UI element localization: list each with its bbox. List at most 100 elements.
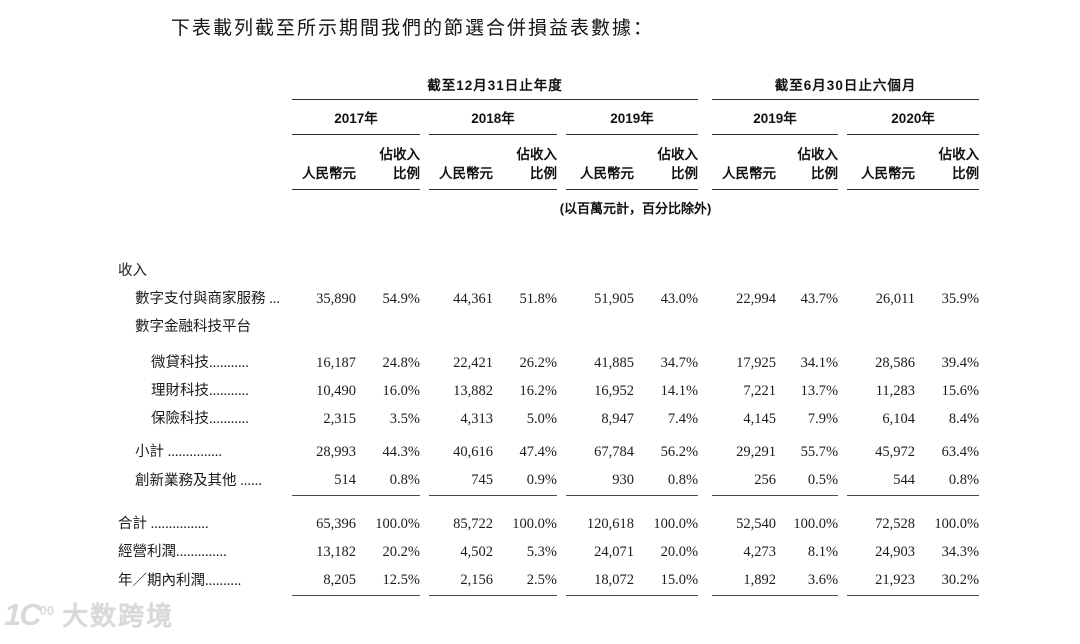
column-spacer (420, 135, 429, 165)
column-spacer (698, 135, 712, 165)
cell-value: 34.7% (660, 355, 699, 371)
cell-value: 4,313 (460, 411, 493, 427)
cell-value (356, 314, 420, 342)
table-row: 年／期內利潤.......... 8,205 12.5% 2,156 2.5% 18,07… (118, 567, 980, 596)
cell-value: 544 (847, 467, 916, 496)
cell-value (634, 218, 698, 286)
cell-value: 0.8% (915, 467, 980, 496)
column-spacer (557, 434, 566, 467)
column-spacer (698, 378, 712, 406)
cell-value (493, 218, 557, 286)
column-spacer (557, 467, 566, 496)
share-header-row: 佔收入 佔收入 佔收入 佔收入 佔收入 (118, 135, 980, 165)
column-spacer (838, 164, 847, 190)
column-spacer (557, 378, 566, 406)
column-spacer (698, 342, 712, 378)
cell-value: 85,722 (453, 516, 493, 532)
cell-value: 1,892 (712, 567, 777, 596)
cell-value: 29,291 (736, 444, 777, 460)
cell-value: 13,182 (316, 544, 356, 560)
cell-value: 35,890 (316, 291, 356, 307)
cell-value: 18,072 (566, 567, 634, 596)
year-header-2020h1: 2020年 (847, 99, 980, 135)
header-spacer (118, 74, 292, 100)
column-spacer (698, 467, 712, 496)
column-spacer (557, 567, 566, 596)
column-spacer (838, 467, 847, 496)
cell-value: 56.2% (660, 444, 699, 460)
cell-value (429, 314, 493, 342)
column-spacer (420, 539, 429, 567)
table-body: 收入 數字支付與商家服務 ... 35,890 54.9% 44,361 51.8% 51,… (118, 218, 980, 596)
column-spacer (838, 100, 847, 135)
cell-value: 5.3% (526, 544, 557, 560)
cell-value: 65,396 (316, 516, 356, 532)
unit-note: (以百萬元計，百分比除外) (559, 201, 712, 216)
cell-value (776, 314, 838, 342)
column-spacer (698, 218, 712, 286)
cell-value (634, 314, 698, 342)
cell-value: 22,994 (736, 291, 777, 307)
page-title: 下表載列截至所示期間我們的節選合併損益表數據： (171, 18, 655, 39)
column-spacer (838, 218, 847, 286)
cell-value: 8.1% (807, 544, 839, 560)
header-spacer (118, 100, 292, 135)
cell-value: 72,528 (875, 516, 916, 532)
currency-header: 人民幣元 (429, 164, 493, 190)
cell-value: 20.0% (660, 544, 699, 560)
watermark-text: 大数跨境 (62, 601, 175, 631)
header-spacer (118, 135, 292, 165)
column-spacer (557, 539, 566, 567)
column-spacer (698, 100, 712, 135)
column-spacer (557, 314, 566, 342)
unit-note-row: (以百萬元計，百分比除外) (118, 190, 979, 219)
cell-value: 22,421 (453, 355, 493, 371)
cell-value: 47.4% (519, 444, 557, 460)
column-spacer (698, 567, 712, 596)
column-spacer (557, 496, 566, 540)
currency-header: 人民幣元 (847, 164, 916, 190)
share-header: 佔收入 (379, 147, 421, 162)
cell-value: 6,104 (882, 411, 916, 427)
cell-value: 52,540 (736, 516, 777, 532)
table-header: 截至12月31日止年度 截至6月30日止六個月 2017年 2018年 2019… (118, 74, 980, 219)
year-header-2019h1: 2019年 (712, 99, 839, 135)
column-spacer (420, 342, 429, 378)
cell-value: 2,156 (429, 567, 493, 596)
column-spacer (420, 406, 429, 434)
table-row: 保險科技........... 2,315 3.5% 4,313 5.0% 8,947 7.… (118, 406, 979, 434)
share-header: 佔收入 (657, 147, 699, 162)
cell-value: 930 (566, 467, 634, 496)
column-spacer (420, 314, 429, 342)
cell-value: 0.5% (776, 467, 839, 496)
cell-value: 5.0% (526, 411, 557, 427)
year-header-2018: 2018年 (429, 99, 557, 135)
column-spacer (838, 539, 847, 567)
share-header: 佔收入 (938, 147, 980, 162)
cell-value: 44,361 (453, 291, 493, 307)
cell-value: 100.0% (375, 516, 420, 532)
column-spacer (420, 496, 429, 540)
year-header-2019: 2019年 (566, 99, 699, 135)
cell-value: 4,145 (743, 411, 777, 427)
header-spacer (118, 190, 292, 219)
cell-value: 100.0% (512, 516, 557, 532)
cell-value: 54.9% (382, 291, 420, 307)
cell-value: 34.3% (941, 544, 980, 560)
cell-value: 8,947 (601, 411, 634, 427)
cell-value: 34.1% (800, 355, 839, 371)
column-spacer (838, 135, 847, 165)
cell-value: 13,882 (453, 383, 493, 399)
cell-value: 30.2% (915, 567, 980, 596)
column-spacer (838, 406, 847, 434)
column-spacer (557, 406, 566, 434)
cell-value: 514 (292, 467, 356, 496)
cell-value: 16.0% (382, 383, 420, 399)
column-spacer (698, 314, 712, 342)
cell-value (292, 218, 356, 286)
cell-value: 15.6% (941, 383, 980, 399)
column-spacer (698, 286, 712, 314)
cell-value: 16.2% (519, 383, 557, 399)
cell-value: 28,586 (875, 355, 916, 371)
group-header-annual: 截至12月31日止年度 (292, 74, 699, 100)
